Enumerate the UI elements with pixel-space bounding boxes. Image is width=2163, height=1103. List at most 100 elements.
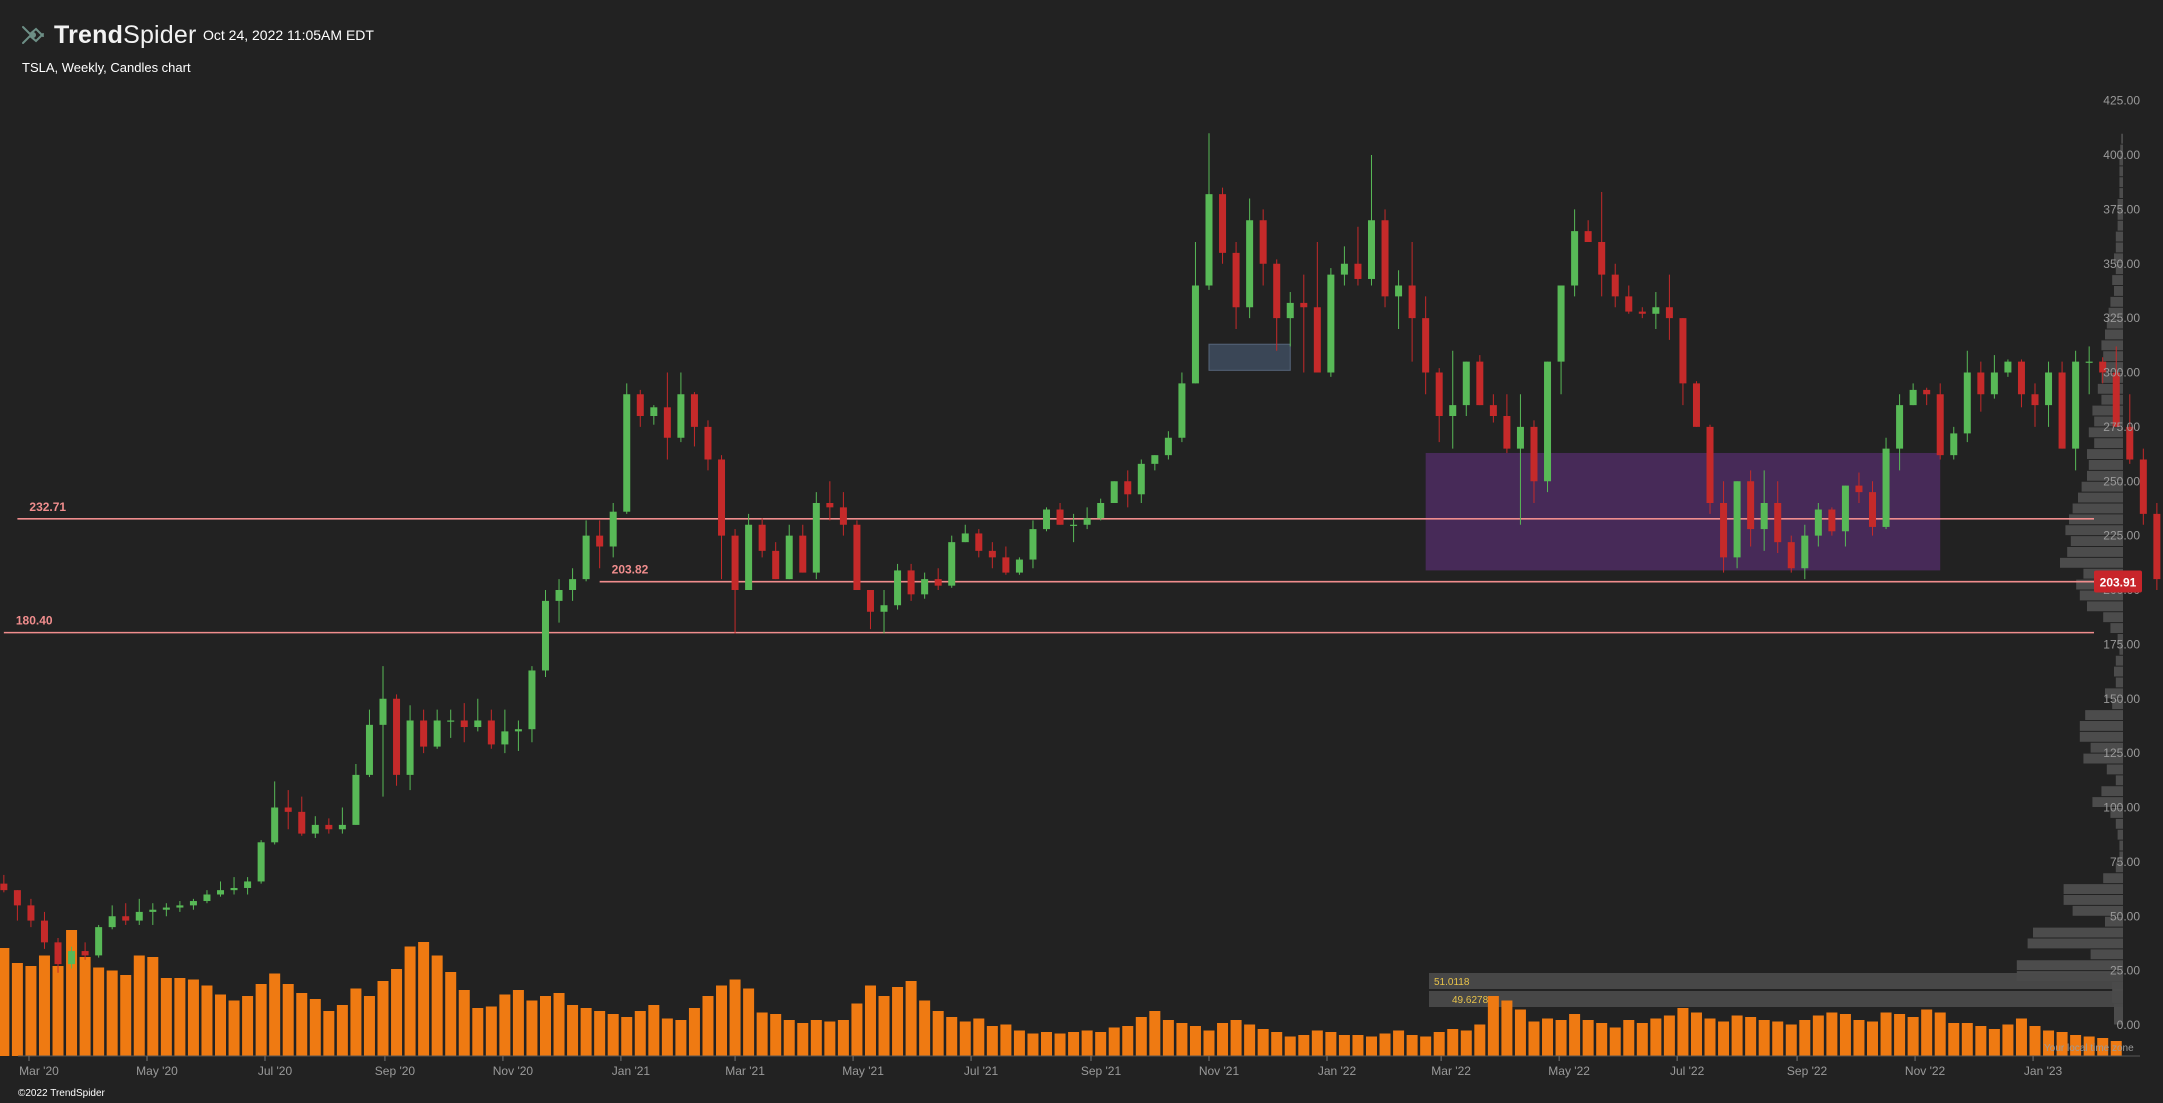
candle-83 xyxy=(1124,470,1132,508)
volume-bar-120 xyxy=(1623,1020,1635,1056)
candle-88 xyxy=(1191,242,1199,384)
candle-68 xyxy=(921,572,929,599)
candle-body-132 xyxy=(1787,542,1795,569)
vp-bar-64 xyxy=(2110,296,2123,307)
volume-bar-18 xyxy=(242,996,254,1056)
vp-bar-55 xyxy=(2101,394,2123,405)
volume-bar-152 xyxy=(2056,1032,2068,1056)
candle-143 xyxy=(1936,383,1944,460)
candle-78 xyxy=(1056,503,1064,525)
candle-82 xyxy=(1110,481,1118,503)
time-axis[interactable]: Mar '20 May '20 Jul '20 Sep '20 Nov '20 Jan '… xyxy=(18,1055,2140,1078)
candle-body-62 xyxy=(839,507,847,525)
vp-bar-78 xyxy=(2120,144,2123,155)
candle-body-105 xyxy=(1422,318,1430,373)
candle-24 xyxy=(325,818,333,834)
candle-113 xyxy=(1530,420,1538,503)
candle-27 xyxy=(365,709,373,778)
candle-128 xyxy=(1733,481,1741,569)
candle-9 xyxy=(122,903,130,925)
candle-body-82 xyxy=(1110,481,1118,503)
candle-body-28 xyxy=(379,698,387,725)
volume-bar-89 xyxy=(1203,1030,1215,1056)
candle-body-3 xyxy=(40,920,48,943)
vp-bar-32 xyxy=(2119,644,2123,655)
candle-body-47 xyxy=(636,394,644,416)
candle-66 xyxy=(894,563,902,610)
volume-bar-135 xyxy=(1826,1012,1838,1056)
vp-bar-25 xyxy=(2079,721,2123,731)
vp-bar-16 xyxy=(2115,818,2123,829)
vp-bar-79 xyxy=(2121,133,2123,144)
candle-122 xyxy=(1652,292,1660,329)
volume-bar-49 xyxy=(661,1018,673,1056)
x-tick-label-6: Mar '21 xyxy=(725,1064,765,1078)
volume-bar-40 xyxy=(539,996,551,1056)
candle-body-78 xyxy=(1056,509,1064,525)
vp-bar-14 xyxy=(2119,840,2123,851)
candle-46 xyxy=(623,383,631,514)
candle-body-106 xyxy=(1435,372,1443,416)
vp-bar-0 xyxy=(2114,1003,2123,1025)
candle-body-117 xyxy=(1584,231,1592,242)
candle-37 xyxy=(501,709,509,754)
candle-body-32 xyxy=(433,720,441,747)
candle-body-155 xyxy=(2099,361,2107,373)
volume-bar-45 xyxy=(607,1014,619,1056)
candle-136 xyxy=(1841,485,1849,547)
candle-145 xyxy=(1963,350,1971,443)
candle-10 xyxy=(135,898,143,925)
candle-140 xyxy=(1896,394,1904,471)
volume-bar-52 xyxy=(702,996,714,1056)
candle-body-69 xyxy=(934,579,942,586)
candle-body-97 xyxy=(1313,307,1321,373)
vp-bar-68 xyxy=(2114,253,2123,264)
candle-3 xyxy=(40,911,48,949)
y-tick-label-17: 425.00 xyxy=(2103,94,2140,108)
candle-body-87 xyxy=(1178,383,1186,438)
volume-bar-133 xyxy=(1799,1020,1811,1056)
volume-bar-20 xyxy=(269,973,281,1056)
candle-body-21 xyxy=(284,807,292,812)
candle-body-158 xyxy=(2139,459,2147,514)
y-tick-label-16: 400.00 xyxy=(2103,148,2140,162)
volume-bar-17 xyxy=(228,1000,240,1056)
candle-body-156 xyxy=(2112,372,2120,427)
candle-96 xyxy=(1300,274,1308,373)
y-tick-label-4: 100.00 xyxy=(2103,801,2140,815)
volume-bar-13 xyxy=(174,978,186,1056)
vp-bar-42 xyxy=(2070,536,2123,546)
candle-body-15 xyxy=(203,894,211,902)
candle-body-137 xyxy=(1855,485,1863,493)
zone-purple xyxy=(1425,452,1941,571)
trendspider-logo-icon xyxy=(22,26,44,44)
candle-body-8 xyxy=(108,916,116,928)
candle-body-31 xyxy=(420,720,428,747)
candle-body-50 xyxy=(677,394,685,438)
volume-bar-121 xyxy=(1636,1023,1648,1056)
candle-21 xyxy=(284,790,292,830)
candle-body-25 xyxy=(338,824,346,830)
x-tick-label-11: Jan '22 xyxy=(1318,1064,1357,1078)
candle-body-26 xyxy=(352,774,360,825)
y-tick-label-0: 0.00 xyxy=(2117,1018,2141,1032)
volume-bar-105 xyxy=(1420,1036,1432,1056)
x-tick-label-3: Sep '20 xyxy=(375,1064,416,1078)
candle-body-114 xyxy=(1544,361,1552,482)
candle-body-157 xyxy=(2126,426,2134,460)
volume-bar-106 xyxy=(1433,1032,1445,1056)
volume-bar-44 xyxy=(594,1011,606,1056)
vp-bar-20 xyxy=(2115,775,2123,786)
volume-bar-59 xyxy=(797,1023,809,1056)
brand-logo: TrendSpider xyxy=(20,20,197,50)
vp-bar-28 xyxy=(2105,688,2123,699)
volume-bar-132 xyxy=(1785,1024,1797,1056)
vp-bar-5 xyxy=(2027,938,2123,949)
candle-48 xyxy=(650,405,658,425)
price-candles xyxy=(0,133,2161,973)
volume-bar-79 xyxy=(1068,1032,1080,1056)
candle-body-24 xyxy=(325,824,333,830)
volume-bar-137 xyxy=(1853,1020,1865,1056)
candle-body-126 xyxy=(1706,426,1714,503)
candle-99 xyxy=(1340,246,1348,286)
